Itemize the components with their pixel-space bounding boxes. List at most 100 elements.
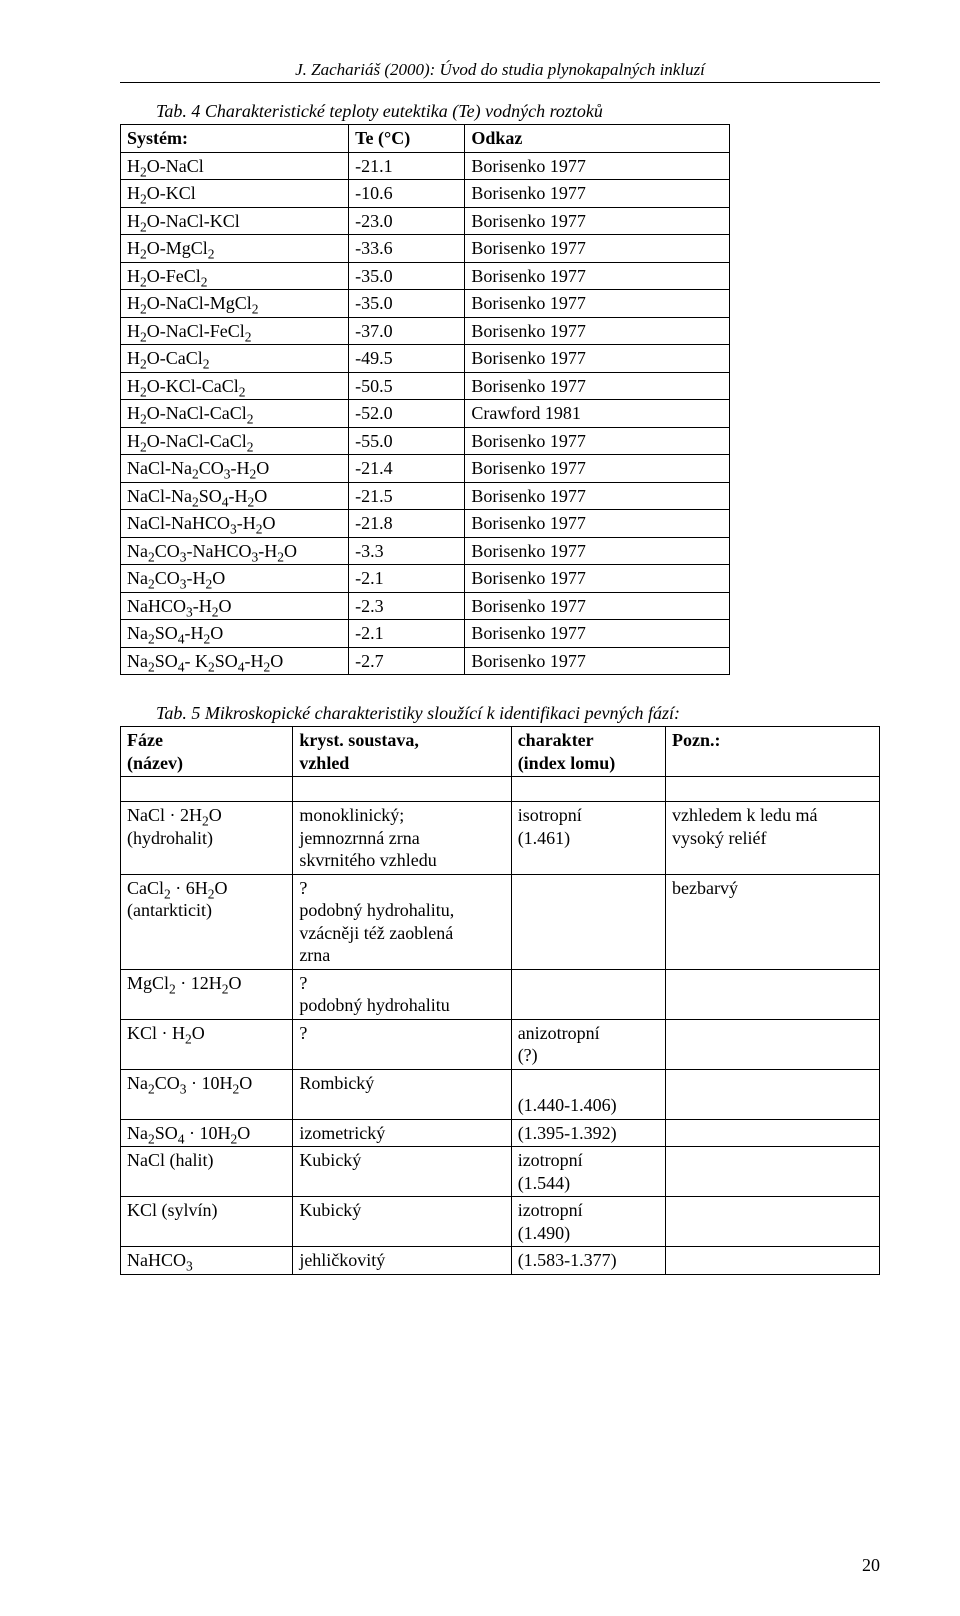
table-row: KCl · H2O?anizotropní(?) (121, 1019, 880, 1069)
table-row: NaCl-Na2SO4-H2O-21.5Borisenko 1977 (121, 482, 730, 510)
table-cell: -50.5 (349, 372, 465, 400)
table-cell: CaCl2 · 6H2O(antarkticit) (121, 874, 293, 969)
table-cell: Crawford 1981 (465, 400, 730, 428)
table-row: H2O-NaCl-FeCl2-37.0Borisenko 1977 (121, 317, 730, 345)
table-cell: Borisenko 1977 (465, 455, 730, 483)
table-row: Na2CO3-H2O-2.1Borisenko 1977 (121, 565, 730, 593)
table-cell: -2.1 (349, 620, 465, 648)
table-cell (666, 1069, 880, 1119)
table-cell: H2O-NaCl-MgCl2 (121, 290, 349, 318)
table-cell: -23.0 (349, 207, 465, 235)
table5-header-row: Fáze(název) kryst. soustava,vzhled chara… (121, 727, 880, 777)
table-cell: isotropní(1.461) (511, 802, 665, 875)
table-row: NaCl · 2H2O(hydrohalit)monoklinický;jemn… (121, 802, 880, 875)
table-cell: izometrický (293, 1119, 511, 1147)
table-cell: Borisenko 1977 (465, 180, 730, 208)
table-cell: ?podobný hydrohalitu,vzácněji též zaoble… (293, 874, 511, 969)
table-cell: KCl · H2O (121, 1019, 293, 1069)
table-row: NaCl-NaHCO3-H2O-21.8Borisenko 1977 (121, 510, 730, 538)
table-cell: Rombický (293, 1069, 511, 1119)
table-cell: H2O-KCl (121, 180, 349, 208)
table-cell: -33.6 (349, 235, 465, 263)
table-cell: Na2SO4 · 10H2O (121, 1119, 293, 1147)
table-cell: Kubický (293, 1197, 511, 1247)
table-row: H2O-NaCl-CaCl2-52.0Crawford 1981 (121, 400, 730, 428)
table-cell: NaCl (halit) (121, 1147, 293, 1197)
table-cell: H2O-FeCl2 (121, 262, 349, 290)
table-cell: -10.6 (349, 180, 465, 208)
table-cell: Borisenko 1977 (465, 207, 730, 235)
table-cell: (1.395-1.392) (511, 1119, 665, 1147)
table-cell (666, 1247, 880, 1275)
table-cell: NaCl-NaHCO3-H2O (121, 510, 349, 538)
table-cell (511, 969, 665, 1019)
table-row: Na2CO3 · 10H2ORombický(1.440-1.406) (121, 1069, 880, 1119)
table-cell: H2O-KCl-CaCl2 (121, 372, 349, 400)
table-cell: KCl (sylvín) (121, 1197, 293, 1247)
table5-header-phase: Fáze(název) (121, 727, 293, 777)
table-cell: Borisenko 1977 (465, 235, 730, 263)
table-cell: Borisenko 1977 (465, 290, 730, 318)
table-cell: H2O-NaCl (121, 152, 349, 180)
table-row: H2O-NaCl-MgCl2-35.0Borisenko 1977 (121, 290, 730, 318)
table-cell: NaHCO3 (121, 1247, 293, 1275)
table-row: NaHCO3jehličkovitý(1.583-1.377) (121, 1247, 880, 1275)
table-cell: Na2CO3 · 10H2O (121, 1069, 293, 1119)
table-cell: -21.1 (349, 152, 465, 180)
table-row: H2O-NaCl-KCl-23.0Borisenko 1977 (121, 207, 730, 235)
table-cell: MgCl2 · 12H2O (121, 969, 293, 1019)
page-number: 20 (120, 1555, 880, 1576)
table-cell: -21.5 (349, 482, 465, 510)
table-cell: Borisenko 1977 (465, 427, 730, 455)
table-cell: Kubický (293, 1147, 511, 1197)
table-cell: Na2CO3-NaHCO3-H2O (121, 537, 349, 565)
table5-caption: Tab. 5 Mikroskopické charakteristiky slo… (120, 703, 880, 724)
table-cell: Borisenko 1977 (465, 345, 730, 373)
table5-header-index: charakter(index lomu) (511, 727, 665, 777)
table-cell: ? (293, 1019, 511, 1069)
table5: Fáze(název) kryst. soustava,vzhled chara… (120, 726, 880, 1275)
table-cell: Borisenko 1977 (465, 262, 730, 290)
table-cell: NaCl-Na2SO4-H2O (121, 482, 349, 510)
table-row: Na2CO3-NaHCO3-H2O-3.3Borisenko 1977 (121, 537, 730, 565)
table-cell (666, 1119, 880, 1147)
table-row: H2O-FeCl2-35.0Borisenko 1977 (121, 262, 730, 290)
table-row: Na2SO4 · 10H2Oizometrický(1.395-1.392) (121, 1119, 880, 1147)
header-rule (120, 82, 880, 83)
table-cell: -35.0 (349, 290, 465, 318)
table-cell: H2O-NaCl-FeCl2 (121, 317, 349, 345)
table-cell: Borisenko 1977 (465, 565, 730, 593)
table-cell: -2.3 (349, 592, 465, 620)
table-cell: -3.3 (349, 537, 465, 565)
table-cell: izotropní(1.490) (511, 1197, 665, 1247)
table-cell: -35.0 (349, 262, 465, 290)
page-header: J. Zachariáš (2000): Úvod do studia plyn… (120, 60, 880, 80)
table-cell: Borisenko 1977 (465, 152, 730, 180)
table-cell: (1.583-1.377) (511, 1247, 665, 1275)
table4-header-system: Systém: (121, 125, 349, 153)
table-row: H2O-CaCl2-49.5Borisenko 1977 (121, 345, 730, 373)
table-cell: -2.1 (349, 565, 465, 593)
table-cell (666, 969, 880, 1019)
table-row: CaCl2 · 6H2O(antarkticit)?podobný hydroh… (121, 874, 880, 969)
table-cell: NaHCO3-H2O (121, 592, 349, 620)
table4-caption: Tab. 4 Charakteristické teploty eutektik… (120, 101, 880, 122)
table-cell: Borisenko 1977 (465, 537, 730, 565)
table4: Systém: Te (°C) Odkaz H2O-NaCl-21.1Boris… (120, 124, 730, 675)
table-cell (666, 1147, 880, 1197)
table-cell: Borisenko 1977 (465, 620, 730, 648)
table-row: NaHCO3-H2O-2.3Borisenko 1977 (121, 592, 730, 620)
table-row: NaCl-Na2CO3-H2O-21.4Borisenko 1977 (121, 455, 730, 483)
table-cell: anizotropní(?) (511, 1019, 665, 1069)
table-row: H2O-NaCl-21.1Borisenko 1977 (121, 152, 730, 180)
table-cell: -37.0 (349, 317, 465, 345)
table-cell: Borisenko 1977 (465, 372, 730, 400)
table-cell: H2O-NaCl-KCl (121, 207, 349, 235)
table-cell: -21.8 (349, 510, 465, 538)
table-cell: H2O-CaCl2 (121, 345, 349, 373)
table-row: H2O-KCl-CaCl2-50.5Borisenko 1977 (121, 372, 730, 400)
table-cell: izotropní(1.544) (511, 1147, 665, 1197)
table-cell (666, 1197, 880, 1247)
table-cell: -2.7 (349, 647, 465, 675)
table-cell: Borisenko 1977 (465, 317, 730, 345)
